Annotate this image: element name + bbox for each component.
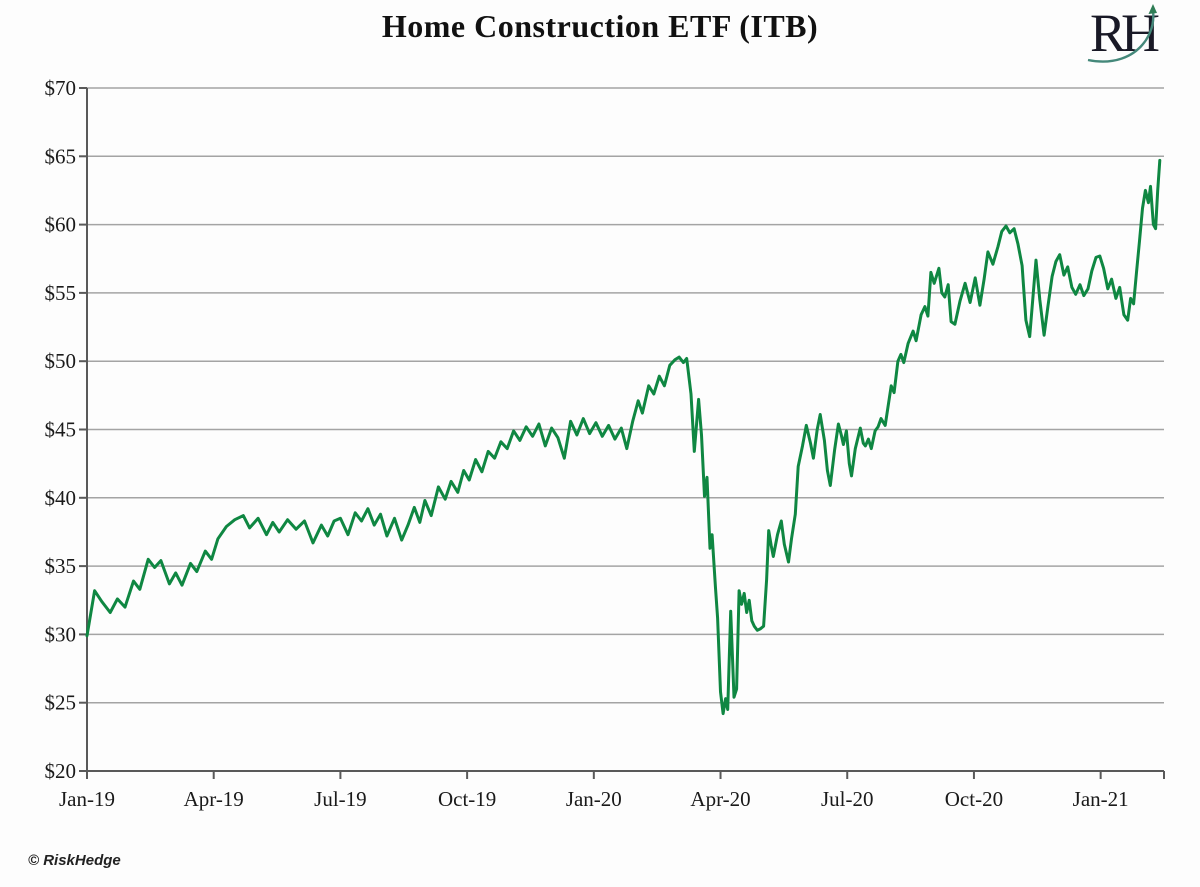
price-line <box>85 158 1162 716</box>
y-tick-label: $25 <box>45 691 77 715</box>
y-tick-label: $70 <box>45 76 77 100</box>
riskhedge-logo: RH <box>1084 2 1176 72</box>
x-tick-label: Apr-19 <box>184 787 244 811</box>
y-tick-label: $40 <box>45 486 77 510</box>
y-tick-label: $65 <box>45 144 77 168</box>
x-tick-label: Jul-20 <box>821 787 874 811</box>
copyright-label: © RiskHedge <box>28 852 121 869</box>
x-tick-label: Apr-20 <box>690 787 750 811</box>
logo-letters: RH <box>1090 3 1160 63</box>
logo-arrow-icon <box>1087 4 1157 63</box>
x-tick-label: Jan-19 <box>59 787 115 811</box>
page-title: Home Construction ETF (ITB) <box>381 8 819 44</box>
x-tick-label: Oct-19 <box>438 787 496 811</box>
x-tick-label: Jul-19 <box>314 787 367 811</box>
y-tick-label: $55 <box>45 281 77 305</box>
x-tick-label: Jan-21 <box>1073 787 1129 811</box>
x-tick-label: Jan-20 <box>566 787 622 811</box>
y-tick-label: $20 <box>45 759 77 783</box>
y-tick-label: $35 <box>45 554 77 578</box>
x-tick-label: Oct-20 <box>945 787 1003 811</box>
y-tick-label: $30 <box>45 622 77 646</box>
y-tick-label: $50 <box>45 349 77 373</box>
y-tick-label: $45 <box>45 418 77 442</box>
y-tick-label: $60 <box>45 213 77 237</box>
